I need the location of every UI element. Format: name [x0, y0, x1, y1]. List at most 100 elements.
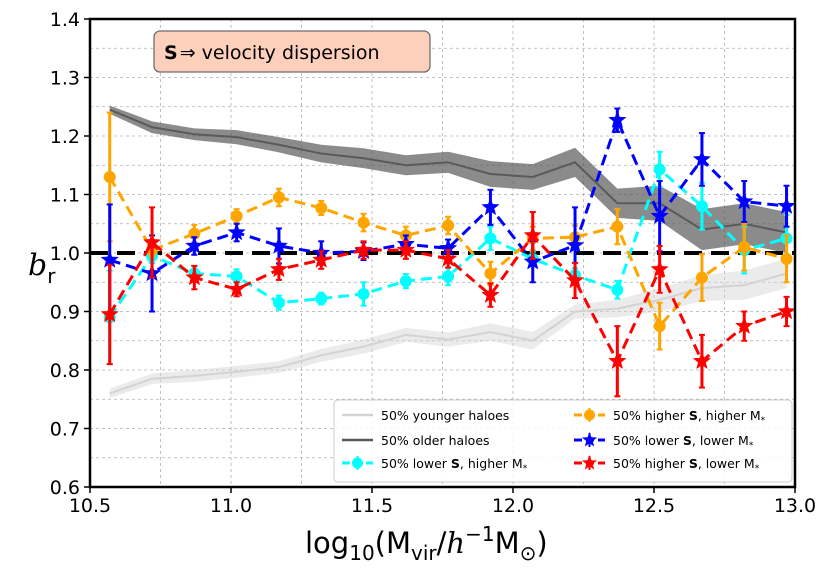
- point-2-5: [315, 201, 328, 214]
- point-4-8: [438, 249, 458, 267]
- x-label-sun: ⊙: [520, 541, 537, 565]
- legend-box: [333, 399, 793, 483]
- band-0: [109, 258, 787, 399]
- legend-label-higher-s-lower-m: 50% higher S, lower M*: [613, 456, 760, 474]
- y-tick-label-4: 1.0: [50, 243, 80, 265]
- y-label-sub: r: [47, 264, 56, 288]
- legend-label-older: 50% older haloes: [381, 433, 490, 448]
- point-0-7: [399, 275, 412, 288]
- x-label-vir: vir: [411, 541, 437, 565]
- point-4-13: [650, 259, 669, 278]
- point-2-8: [442, 219, 455, 232]
- x-label-sub10: 10: [349, 541, 374, 565]
- point-2-15: [738, 241, 751, 254]
- series-layer: [100, 107, 796, 398]
- x-label-slash: /: [437, 526, 447, 560]
- x-tick-label-1: 11.0: [210, 495, 252, 517]
- legend-label-younger: 50% younger haloes: [381, 408, 509, 423]
- x-label-m: M: [495, 526, 520, 560]
- point-3-2: [185, 236, 204, 254]
- point-0-5: [315, 292, 328, 305]
- point-4-12: [608, 351, 627, 370]
- point-4-3: [227, 279, 246, 298]
- band-line-0: [109, 272, 787, 395]
- annotation-box-bg: [153, 30, 431, 73]
- annotation-arrow: ⇒: [180, 42, 196, 64]
- legend-star-4: [581, 455, 598, 470]
- point-3-4: [269, 236, 289, 254]
- point-3-10: [523, 252, 542, 270]
- y-tick-label-7: 1.3: [50, 68, 80, 90]
- legend-star-3: [581, 432, 598, 447]
- x-tick-label-5: 13.0: [774, 495, 816, 517]
- point-3-13: [650, 206, 669, 225]
- point-4-0: [100, 304, 119, 323]
- point-2-6: [357, 216, 370, 229]
- point-3-16: [777, 196, 796, 215]
- point-2-0: [103, 170, 116, 183]
- x-label-sup: −1: [465, 522, 494, 546]
- series-4: [100, 206, 796, 398]
- point-0-9: [484, 232, 497, 245]
- legend-dot-2: [584, 409, 595, 421]
- y-tick-label-8: 1.4: [50, 9, 80, 31]
- y-tick-label-6: 1.2: [50, 126, 80, 148]
- x-label-open: (M: [375, 526, 411, 560]
- point-4-6: [354, 240, 373, 258]
- x-axis-label: log10(Mvir/h−1M⊙): [305, 522, 548, 565]
- point-0-8: [442, 270, 455, 283]
- point-4-15: [734, 316, 754, 334]
- legend-marker-lower-s-lower-m: [574, 432, 605, 447]
- point-3-15: [735, 191, 754, 210]
- x-tick-label-0: 10.5: [69, 495, 111, 517]
- legend-marker-lower-s-higher-m: [342, 456, 373, 470]
- y-tick-label-5: 1.1: [50, 185, 80, 207]
- point-0-13: [653, 163, 666, 176]
- y-tick-label-3: 0.9: [50, 302, 80, 324]
- annotation-label: velocity dispersion: [196, 42, 380, 64]
- point-4-10: [523, 225, 542, 244]
- x-tick-label-3: 12.0: [492, 495, 534, 517]
- y-axis-label: br: [28, 248, 56, 288]
- point-4-9: [481, 285, 500, 303]
- band-line-1: [109, 108, 787, 234]
- legend-label-lower-s-higher-m: 50% lower S, higher M*: [381, 456, 528, 474]
- point-3-12: [608, 110, 627, 129]
- point-2-3: [230, 210, 243, 223]
- point-2-12: [611, 220, 624, 233]
- point-3-14: [692, 149, 712, 168]
- x-label-close: ): [536, 526, 547, 560]
- legend-marker-higher-s-higher-m: [574, 408, 605, 422]
- x-label-h: h: [446, 526, 465, 560]
- point-3-3: [227, 222, 246, 241]
- point-2-4: [272, 191, 285, 204]
- point-4-7: [396, 240, 416, 258]
- point-0-3: [230, 270, 243, 283]
- legend-label-higher-s-higher-m: 50% higher S, higher M*: [613, 408, 766, 426]
- point-4-1: [142, 232, 162, 251]
- point-0-14: [695, 200, 708, 213]
- annotation-bold: S: [164, 42, 178, 64]
- x-tick-label-2: 11.5: [351, 495, 393, 517]
- point-0-4: [272, 296, 285, 309]
- point-0-6: [357, 287, 370, 300]
- point-2-16: [780, 252, 793, 265]
- series-line-3: [109, 116, 787, 276]
- legend-marker-higher-s-lower-m: [574, 455, 605, 470]
- annotation-text: S ⇒ velocity dispersion: [164, 42, 380, 64]
- point-4-14: [692, 351, 712, 370]
- point-3-9: [481, 197, 500, 216]
- point-2-9: [484, 267, 497, 280]
- annotation-box: S ⇒ velocity dispersion: [153, 30, 431, 73]
- x-tick-label-4: 12.5: [633, 495, 675, 517]
- point-4-11: [565, 270, 585, 289]
- legend-label-lower-s-lower-m: 50% lower S, lower M*: [613, 433, 754, 451]
- legend-dot-0: [352, 457, 363, 469]
- x-label-log: log: [305, 526, 349, 560]
- y-tick-label-0: 0.6: [50, 477, 80, 499]
- legend: 50% younger haloes 50% older haloes 50% …: [333, 399, 793, 483]
- series-2: [103, 111, 793, 351]
- y-label-b: b: [28, 248, 47, 283]
- point-3-11: [565, 235, 585, 254]
